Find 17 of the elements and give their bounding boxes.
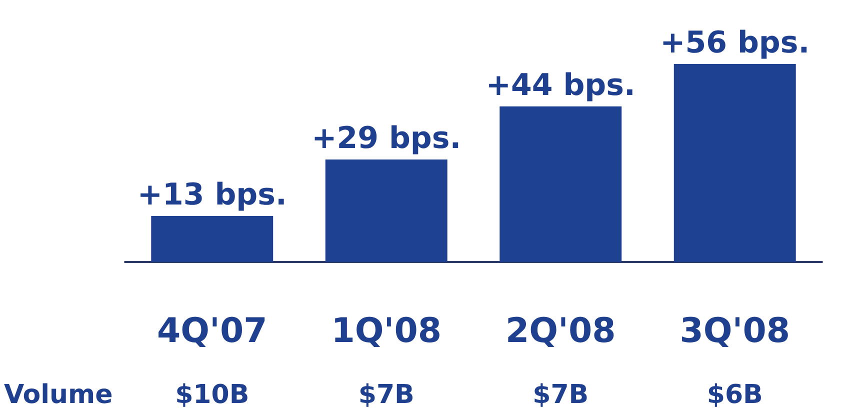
data-label: +29 bps. <box>312 120 462 156</box>
bar <box>151 216 274 262</box>
data-label: +44 bps. <box>486 68 636 103</box>
text: $7B <box>358 380 414 410</box>
text: $10B <box>175 380 250 410</box>
x-tick-label: 3Q'08 <box>680 311 790 351</box>
text: $7B <box>532 380 589 410</box>
bar <box>325 159 448 262</box>
bar <box>674 64 796 262</box>
data-label: +56 bps. <box>660 26 810 60</box>
data-label: +13 bps. <box>137 178 287 213</box>
text: Volume <box>4 380 113 410</box>
x-tick-label: 4Q'07 <box>156 311 268 351</box>
text: $6B <box>706 380 763 410</box>
bar <box>500 106 622 262</box>
x-tick-label: 2Q'08 <box>505 311 616 351</box>
x-tick-label: 1Q'08 <box>331 311 442 351</box>
